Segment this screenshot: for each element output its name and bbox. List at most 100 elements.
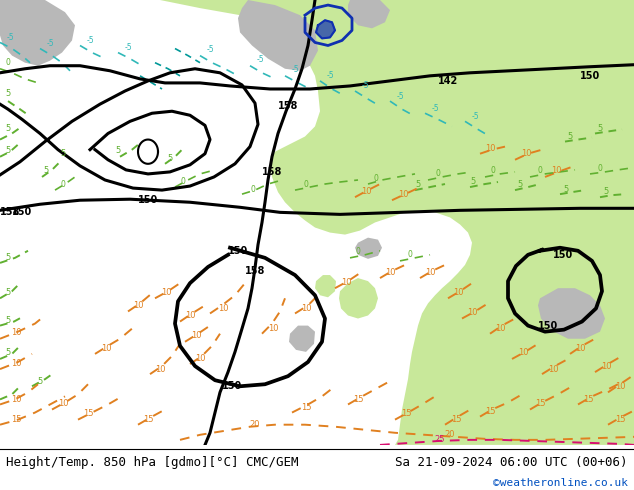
Text: -5: -5 [291, 65, 299, 74]
Text: 10: 10 [551, 167, 561, 175]
Text: -5: -5 [6, 33, 14, 42]
Text: 10: 10 [155, 365, 165, 373]
Text: 5: 5 [167, 154, 172, 163]
Text: 15: 15 [534, 399, 545, 408]
Text: 150: 150 [553, 250, 573, 260]
Text: 10: 10 [301, 304, 311, 313]
Text: -5: -5 [86, 36, 94, 45]
Text: 20: 20 [250, 420, 260, 429]
Polygon shape [380, 0, 634, 49]
Text: 10: 10 [58, 399, 68, 408]
Text: 158: 158 [0, 207, 20, 218]
Text: 20: 20 [444, 430, 455, 440]
Text: 5: 5 [5, 124, 11, 133]
Text: Sa 21-09-2024 06:00 UTC (00+06): Sa 21-09-2024 06:00 UTC (00+06) [395, 457, 628, 469]
Text: 10: 10 [11, 359, 22, 368]
Text: 10: 10 [11, 328, 22, 337]
Text: 10: 10 [467, 308, 477, 317]
Text: 10: 10 [268, 324, 278, 333]
Polygon shape [315, 275, 336, 297]
Text: -5: -5 [256, 55, 264, 64]
Text: 5: 5 [5, 253, 11, 262]
Text: 158: 158 [245, 266, 265, 276]
Text: 10: 10 [425, 268, 436, 276]
Text: 150: 150 [580, 71, 600, 81]
Text: 5: 5 [604, 187, 609, 196]
Text: 5: 5 [470, 176, 476, 186]
Text: 0: 0 [356, 247, 361, 256]
Text: 150: 150 [12, 207, 32, 218]
Text: 150: 150 [222, 381, 242, 392]
Text: 10: 10 [485, 144, 495, 153]
Polygon shape [538, 288, 605, 339]
Text: 0: 0 [181, 176, 185, 186]
Text: 10: 10 [101, 344, 111, 353]
Text: 5: 5 [60, 149, 66, 158]
Text: 10: 10 [548, 365, 559, 373]
Text: -5: -5 [124, 43, 132, 52]
Text: 5: 5 [517, 179, 522, 189]
Text: 10: 10 [11, 395, 22, 404]
Text: 10: 10 [184, 311, 195, 320]
Text: 150: 150 [538, 320, 558, 331]
Text: 15: 15 [583, 395, 593, 404]
Text: 0: 0 [61, 179, 65, 189]
Polygon shape [355, 238, 382, 259]
Text: 25: 25 [435, 435, 445, 444]
Text: 10: 10 [398, 190, 408, 198]
Text: -5: -5 [46, 39, 54, 48]
Text: 5: 5 [567, 132, 573, 141]
Text: 5: 5 [115, 146, 120, 155]
Text: 10: 10 [615, 382, 625, 391]
Text: 10: 10 [161, 288, 171, 297]
Text: 5: 5 [5, 146, 11, 155]
Text: 10: 10 [385, 268, 395, 276]
Text: 142: 142 [438, 76, 458, 86]
Text: 15: 15 [301, 403, 311, 412]
Text: 10: 10 [133, 301, 143, 310]
Text: 15: 15 [83, 409, 93, 418]
Polygon shape [316, 20, 335, 38]
Text: 0: 0 [538, 167, 543, 175]
Text: 15: 15 [143, 415, 153, 424]
Text: 15: 15 [401, 409, 411, 418]
Text: 10: 10 [518, 348, 528, 357]
Polygon shape [0, 0, 75, 66]
Text: 10: 10 [495, 324, 505, 333]
Text: 10: 10 [340, 278, 351, 287]
Text: Height/Temp. 850 hPa [gdmo][°C] CMC/GEM: Height/Temp. 850 hPa [gdmo][°C] CMC/GEM [6, 457, 299, 469]
Polygon shape [348, 0, 390, 28]
Text: 0: 0 [250, 185, 256, 194]
Polygon shape [238, 0, 318, 71]
Text: 0: 0 [491, 167, 495, 175]
Text: -5: -5 [361, 81, 369, 91]
Text: 5: 5 [5, 288, 11, 297]
Polygon shape [339, 278, 378, 318]
Text: 10: 10 [521, 149, 531, 158]
Polygon shape [289, 325, 315, 352]
Polygon shape [160, 0, 634, 445]
Text: 10: 10 [217, 304, 228, 313]
Text: 5: 5 [5, 89, 11, 98]
Text: 15: 15 [451, 415, 462, 424]
Text: 5: 5 [415, 179, 420, 189]
Text: 10: 10 [361, 187, 372, 196]
Text: 158: 158 [262, 167, 282, 177]
Text: 10: 10 [575, 344, 585, 353]
Text: 0: 0 [304, 179, 308, 189]
Text: 0: 0 [436, 170, 441, 178]
Text: 0: 0 [373, 174, 378, 183]
Text: 5: 5 [43, 167, 49, 175]
Text: 15: 15 [485, 407, 495, 416]
Text: 5: 5 [5, 348, 11, 357]
Text: 15: 15 [353, 395, 363, 404]
Text: 10: 10 [453, 288, 463, 297]
Text: -5: -5 [326, 72, 334, 80]
Text: 0: 0 [598, 164, 602, 173]
Text: 10: 10 [195, 354, 205, 364]
Text: 5: 5 [564, 185, 569, 194]
Text: 10: 10 [191, 331, 201, 340]
Text: ©weatheronline.co.uk: ©weatheronline.co.uk [493, 478, 628, 488]
Text: 0: 0 [408, 250, 413, 259]
Text: 158: 158 [278, 101, 298, 111]
